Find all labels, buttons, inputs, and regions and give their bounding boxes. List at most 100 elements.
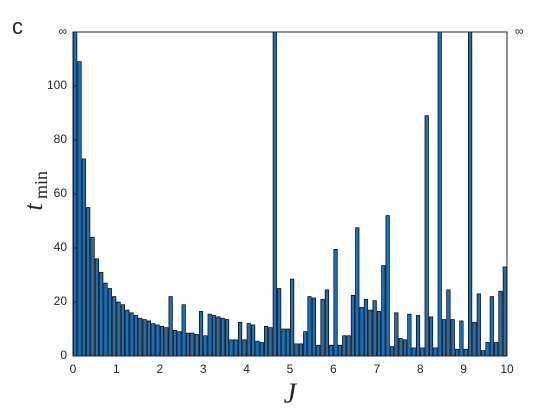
bar — [355, 227, 360, 357]
axes-box — [72, 31, 508, 357]
bar — [229, 339, 234, 357]
bar — [294, 343, 299, 357]
bar — [164, 327, 169, 357]
bar — [172, 330, 178, 357]
bar — [446, 289, 451, 357]
bar — [242, 339, 247, 357]
x-tick-label: 1 — [113, 362, 120, 376]
bar — [329, 344, 334, 357]
panel-label: c — [12, 14, 23, 39]
bar — [255, 340, 260, 357]
bar — [181, 304, 186, 357]
y-axis-label-main: t — [19, 203, 48, 211]
y2-tick-label: ∞ — [515, 24, 524, 38]
bar — [494, 342, 499, 357]
bar — [376, 311, 382, 357]
bar — [216, 316, 221, 357]
bar — [372, 300, 377, 357]
bar — [177, 331, 182, 357]
x-tick-label: 0 — [70, 362, 77, 376]
y-tick-label: 40 — [54, 240, 68, 254]
bar — [463, 348, 468, 357]
bar — [437, 31, 442, 357]
bar — [411, 347, 416, 357]
y-tick-label: ∞ — [58, 24, 67, 38]
x-tick-label: 7 — [373, 362, 380, 376]
bar — [238, 321, 243, 357]
bar — [285, 328, 290, 357]
bar — [224, 319, 230, 357]
bar — [77, 61, 82, 357]
bar — [489, 296, 494, 357]
bar — [337, 344, 342, 357]
bar — [112, 296, 117, 357]
bar — [159, 325, 165, 357]
bar — [368, 309, 373, 357]
bar — [99, 271, 104, 357]
bar — [472, 321, 477, 357]
bar — [433, 347, 438, 357]
bar — [138, 317, 143, 357]
bar — [333, 249, 338, 357]
bar — [207, 313, 212, 357]
bar — [320, 298, 325, 357]
bar — [116, 301, 121, 357]
y-axis-label: t min — [19, 171, 51, 211]
bar — [146, 320, 152, 357]
bar — [277, 288, 282, 357]
bar — [298, 343, 303, 357]
bar — [251, 324, 256, 357]
bar — [86, 207, 91, 357]
bar — [81, 158, 86, 357]
x-tick-label: 9 — [460, 362, 467, 376]
bar — [398, 338, 403, 357]
bar — [142, 319, 147, 357]
bar — [246, 323, 251, 357]
y-tick-label: 0 — [60, 348, 67, 362]
bar — [281, 328, 286, 357]
x-tick-label: 8 — [417, 362, 424, 376]
bar — [385, 215, 390, 357]
bar — [133, 315, 139, 357]
bar — [468, 31, 473, 357]
bar — [394, 312, 399, 357]
bar — [151, 323, 156, 357]
bar — [307, 296, 312, 357]
bar — [350, 294, 356, 357]
bar — [342, 335, 347, 357]
bar — [303, 331, 308, 357]
y-tick-label: 60 — [54, 186, 68, 200]
bar — [129, 312, 134, 357]
bar — [481, 350, 486, 357]
bar — [359, 307, 364, 357]
bar — [220, 317, 225, 357]
bar — [190, 332, 195, 357]
bar — [311, 297, 316, 357]
x-axis-label: J — [284, 378, 298, 409]
x-tick-label: 3 — [200, 362, 207, 376]
y-tick-label: 80 — [54, 132, 68, 146]
bar — [90, 236, 95, 357]
bar — [316, 344, 321, 357]
bar — [363, 298, 369, 357]
x-tick-label: 6 — [330, 362, 337, 376]
x-tick-label: 10 — [500, 362, 514, 376]
x-tick-label: 2 — [156, 362, 163, 376]
bar — [185, 332, 191, 357]
bar — [424, 115, 429, 357]
bar — [415, 315, 421, 357]
x-tick-label: 4 — [243, 362, 250, 376]
bar — [125, 309, 130, 357]
bar — [455, 348, 460, 357]
bar — [264, 325, 269, 357]
bar — [441, 319, 447, 357]
bar — [268, 327, 273, 357]
y-tick-label: 20 — [54, 294, 68, 308]
bar — [107, 288, 112, 357]
bar — [450, 319, 455, 357]
y-axis-label-sub: min — [31, 171, 51, 199]
y-tick-label: 100 — [47, 78, 67, 92]
bar — [381, 265, 386, 357]
bar — [324, 289, 329, 357]
